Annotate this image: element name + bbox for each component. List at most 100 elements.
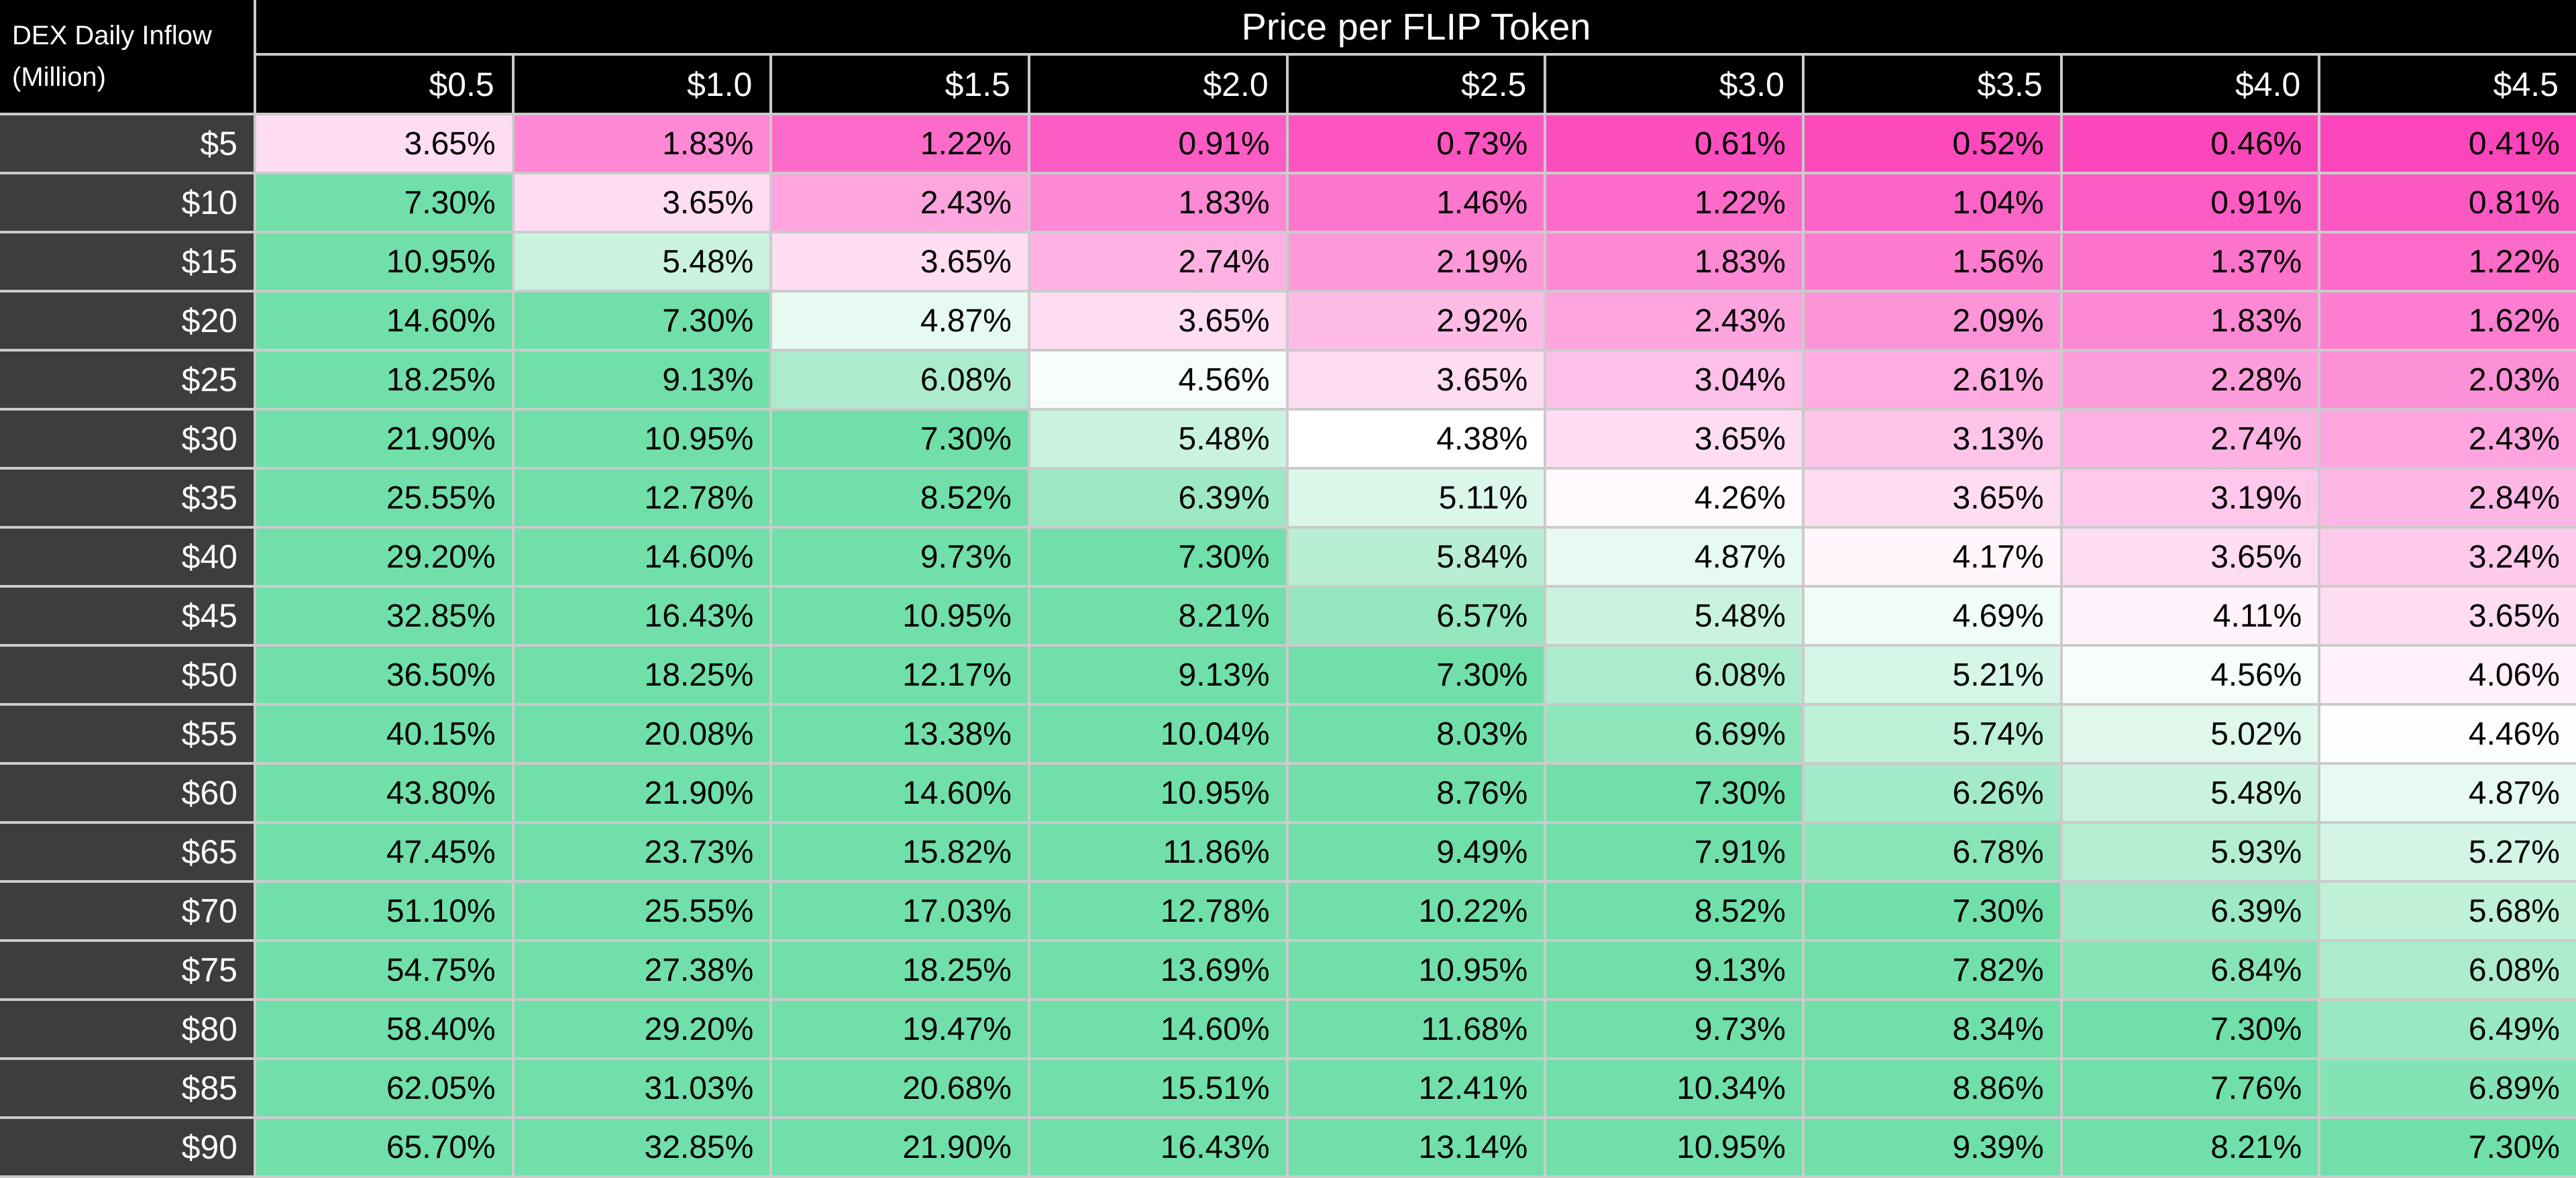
value-cell[interactable]: 8.52% (1546, 883, 1802, 939)
value-cell[interactable]: 6.84% (2062, 942, 2318, 998)
value-cell[interactable]: 65.70% (256, 1119, 512, 1175)
value-cell[interactable]: 7.30% (772, 411, 1028, 467)
value-cell[interactable]: 9.13% (1030, 647, 1286, 703)
column-header-usd-3.0[interactable]: $3.0 (1546, 56, 1802, 113)
value-cell[interactable]: 10.95% (1030, 765, 1286, 821)
value-cell[interactable]: 6.39% (1030, 470, 1286, 526)
value-cell[interactable]: 6.89% (2320, 1060, 2576, 1116)
value-cell[interactable]: 8.21% (1030, 588, 1286, 644)
value-cell[interactable]: 4.06% (2320, 647, 2576, 703)
row-header-usd-45[interactable]: $45 (0, 588, 254, 644)
value-cell[interactable]: 10.22% (1288, 883, 1544, 939)
value-cell[interactable]: 13.69% (1030, 942, 1286, 998)
row-header-usd-5[interactable]: $5 (0, 115, 254, 172)
value-cell[interactable]: 5.48% (1546, 588, 1802, 644)
value-cell[interactable]: 10.04% (1030, 706, 1286, 762)
value-cell[interactable]: 3.04% (1546, 352, 1802, 408)
row-header-usd-35[interactable]: $35 (0, 470, 254, 526)
value-cell[interactable]: 1.22% (772, 115, 1028, 172)
value-cell[interactable]: 23.73% (514, 824, 770, 880)
value-cell[interactable]: 2.61% (1804, 352, 2060, 408)
value-cell[interactable]: 0.91% (1030, 115, 1286, 172)
value-cell[interactable]: 27.38% (514, 942, 770, 998)
value-cell[interactable]: 5.74% (1804, 706, 2060, 762)
value-cell[interactable]: 6.08% (1546, 647, 1802, 703)
value-cell[interactable]: 2.03% (2320, 352, 2576, 408)
value-cell[interactable]: 6.49% (2320, 1001, 2576, 1057)
value-cell[interactable]: 10.34% (1546, 1060, 1802, 1116)
value-cell[interactable]: 14.60% (1030, 1001, 1286, 1057)
value-cell[interactable]: 3.65% (2320, 588, 2576, 644)
value-cell[interactable]: 4.46% (2320, 706, 2576, 762)
row-header-usd-80[interactable]: $80 (0, 1001, 254, 1057)
value-cell[interactable]: 10.95% (1288, 942, 1544, 998)
value-cell[interactable]: 10.95% (772, 588, 1028, 644)
value-cell[interactable]: 13.38% (772, 706, 1028, 762)
value-cell[interactable]: 4.38% (1288, 411, 1544, 467)
value-cell[interactable]: 6.57% (1288, 588, 1544, 644)
value-cell[interactable]: 5.11% (1288, 470, 1544, 526)
column-header-usd-1.5[interactable]: $1.5 (772, 56, 1028, 113)
value-cell[interactable]: 2.19% (1288, 233, 1544, 290)
value-cell[interactable]: 2.84% (2320, 470, 2576, 526)
row-header-usd-90[interactable]: $90 (0, 1119, 254, 1175)
value-cell[interactable]: 9.73% (772, 529, 1028, 585)
value-cell[interactable]: 51.10% (256, 883, 512, 939)
value-cell[interactable]: 12.78% (1030, 883, 1286, 939)
value-cell[interactable]: 4.17% (1804, 529, 2060, 585)
row-header-usd-75[interactable]: $75 (0, 942, 254, 998)
value-cell[interactable]: 6.39% (2062, 883, 2318, 939)
value-cell[interactable]: 2.09% (1804, 292, 2060, 349)
value-cell[interactable]: 21.90% (256, 411, 512, 467)
value-cell[interactable]: 7.76% (2062, 1060, 2318, 1116)
value-cell[interactable]: 7.30% (2062, 1001, 2318, 1057)
value-cell[interactable]: 7.91% (1546, 824, 1802, 880)
value-cell[interactable]: 3.19% (2062, 470, 2318, 526)
value-cell[interactable]: 18.25% (256, 352, 512, 408)
value-cell[interactable]: 14.60% (514, 529, 770, 585)
value-cell[interactable]: 5.48% (2062, 765, 2318, 821)
value-cell[interactable]: 3.65% (1030, 292, 1286, 349)
value-cell[interactable]: 2.92% (1288, 292, 1544, 349)
value-cell[interactable]: 4.56% (1030, 352, 1286, 408)
value-cell[interactable]: 25.55% (514, 883, 770, 939)
row-header-usd-85[interactable]: $85 (0, 1060, 254, 1116)
value-cell[interactable]: 8.03% (1288, 706, 1544, 762)
value-cell[interactable]: 29.20% (514, 1001, 770, 1057)
value-cell[interactable]: 0.52% (1804, 115, 2060, 172)
value-cell[interactable]: 16.43% (514, 588, 770, 644)
value-cell[interactable]: 8.76% (1288, 765, 1544, 821)
value-cell[interactable]: 15.51% (1030, 1060, 1286, 1116)
value-cell[interactable]: 7.30% (1288, 647, 1544, 703)
value-cell[interactable]: 1.22% (1546, 174, 1802, 231)
column-header-usd-3.5[interactable]: $3.5 (1804, 56, 2060, 113)
value-cell[interactable]: 3.65% (772, 233, 1028, 290)
value-cell[interactable]: 1.22% (2320, 233, 2576, 290)
value-cell[interactable]: 5.27% (2320, 824, 2576, 880)
row-header-usd-55[interactable]: $55 (0, 706, 254, 762)
value-cell[interactable]: 21.90% (514, 765, 770, 821)
value-cell[interactable]: 2.74% (2062, 411, 2318, 467)
value-cell[interactable]: 2.74% (1030, 233, 1286, 290)
value-cell[interactable]: 13.14% (1288, 1119, 1544, 1175)
value-cell[interactable]: 17.03% (772, 883, 1028, 939)
value-cell[interactable]: 10.95% (256, 233, 512, 290)
row-header-usd-70[interactable]: $70 (0, 883, 254, 939)
corner-header-cell[interactable]: DEX Daily Inflow (Million) (0, 0, 254, 113)
value-cell[interactable]: 18.25% (772, 942, 1028, 998)
value-cell[interactable]: 7.82% (1804, 942, 2060, 998)
row-header-usd-15[interactable]: $15 (0, 233, 254, 290)
value-cell[interactable]: 3.65% (1288, 352, 1544, 408)
value-cell[interactable]: 20.68% (772, 1060, 1028, 1116)
value-cell[interactable]: 5.68% (2320, 883, 2576, 939)
value-cell[interactable]: 8.21% (2062, 1119, 2318, 1175)
value-cell[interactable]: 58.40% (256, 1001, 512, 1057)
value-cell[interactable]: 1.83% (2062, 292, 2318, 349)
value-cell[interactable]: 5.84% (1288, 529, 1544, 585)
value-cell[interactable]: 2.43% (1546, 292, 1802, 349)
value-cell[interactable]: 21.90% (772, 1119, 1028, 1175)
value-cell[interactable]: 6.69% (1546, 706, 1802, 762)
value-cell[interactable]: 19.47% (772, 1001, 1028, 1057)
row-header-usd-20[interactable]: $20 (0, 292, 254, 349)
column-header-usd-2.5[interactable]: $2.5 (1288, 56, 1544, 113)
